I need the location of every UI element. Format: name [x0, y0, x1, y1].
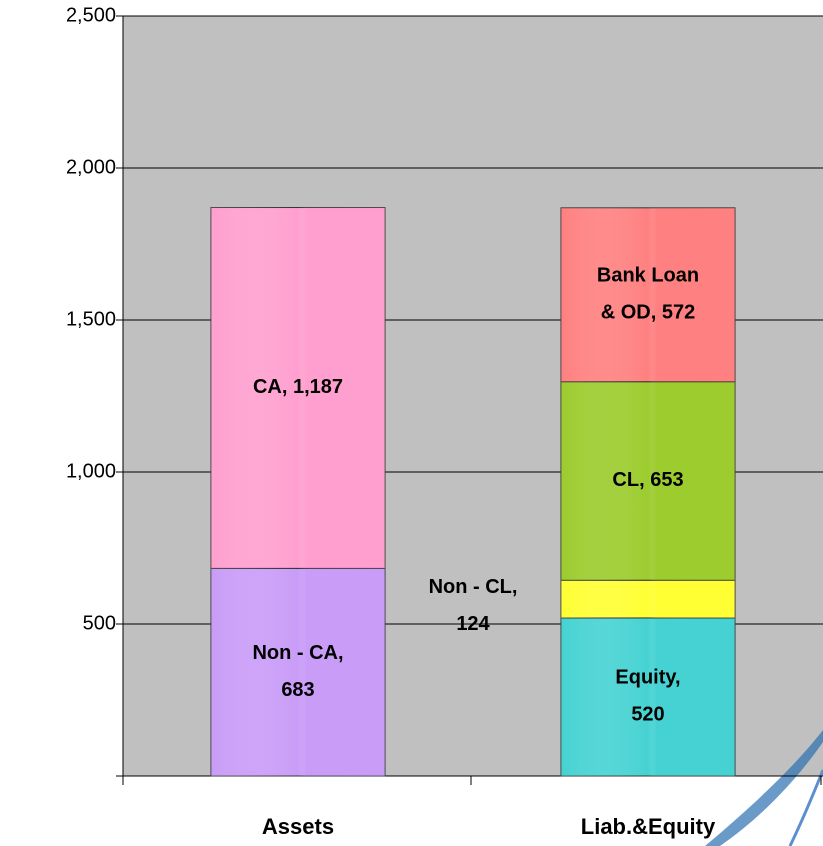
- data-label: Bank Loan: [597, 265, 699, 287]
- y-tick-label: 2,500: [66, 4, 116, 26]
- bar-shade: [561, 207, 735, 382]
- y-tick-label: 500: [83, 612, 116, 634]
- data-label: CA, 1,187: [253, 376, 343, 398]
- data-label: 683: [281, 679, 314, 701]
- y-tick-label: 1,000: [66, 460, 116, 482]
- bar-shade: [561, 381, 735, 581]
- data-label: Non - CA,: [252, 642, 343, 664]
- bar-shade: [561, 580, 735, 618]
- bar-shade: [211, 568, 385, 776]
- data-label: Non - CL,: [429, 576, 518, 598]
- bar-shade: [211, 207, 385, 569]
- data-label: CL, 653: [612, 469, 683, 491]
- data-label: & OD, 572: [601, 302, 695, 324]
- y-tick-label: 2,000: [66, 156, 116, 178]
- bar-shade: [561, 617, 735, 776]
- data-label: 124: [456, 613, 490, 635]
- x-tick-label: Assets: [262, 814, 334, 839]
- data-label: 520: [631, 704, 664, 726]
- data-label: Equity,: [615, 667, 680, 689]
- y-tick-label: 1,500: [66, 308, 116, 330]
- x-tick-label: Liab.&Equity: [581, 814, 716, 839]
- decoration: [788, 769, 823, 846]
